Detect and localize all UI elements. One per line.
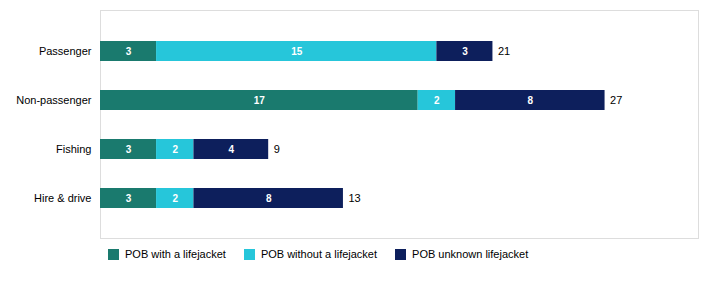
svg-text:4: 4 xyxy=(229,144,235,155)
html-text:POB without a lifejacket: POB without a lifejacket xyxy=(260,248,377,260)
svg-text:Non-passenger: Non-passenger xyxy=(16,94,92,106)
svg-text:8: 8 xyxy=(528,95,534,106)
html-text:POB with a lifejacket: POB with a lifejacket xyxy=(125,248,226,260)
svg-text:3: 3 xyxy=(126,46,132,57)
svg-text:Fishing: Fishing xyxy=(56,143,91,155)
svg-text:17: 17 xyxy=(254,95,266,106)
svg-text:13: 13 xyxy=(348,192,360,204)
svg-text:2: 2 xyxy=(172,144,178,155)
svg-text:8: 8 xyxy=(266,193,272,204)
svg-text:2: 2 xyxy=(172,193,178,204)
svg-text:2: 2 xyxy=(434,95,440,106)
svg-text:21: 21 xyxy=(498,45,510,57)
svg-text:27: 27 xyxy=(610,94,622,106)
svg-text:Passenger: Passenger xyxy=(39,45,92,57)
html-text:POB unknown lifejacket: POB unknown lifejacket xyxy=(412,248,529,260)
svg-text:3: 3 xyxy=(462,46,468,57)
svg-text:3: 3 xyxy=(126,193,132,204)
svg-text:3: 3 xyxy=(126,144,132,155)
svg-text:Hire & drive: Hire & drive xyxy=(34,192,91,204)
svg-text:15: 15 xyxy=(291,46,303,57)
svg-text:9: 9 xyxy=(274,143,280,155)
